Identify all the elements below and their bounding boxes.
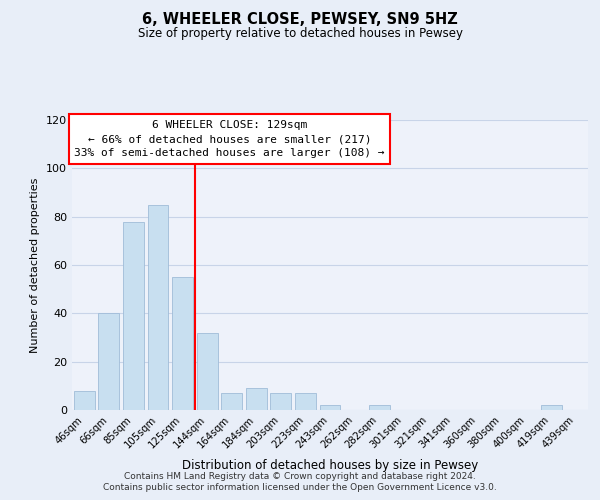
Bar — [148, 204, 169, 410]
Bar — [246, 388, 267, 410]
Bar — [172, 277, 193, 410]
Bar — [368, 405, 389, 410]
Bar — [541, 405, 562, 410]
Bar — [74, 390, 95, 410]
Bar — [98, 314, 119, 410]
Y-axis label: Number of detached properties: Number of detached properties — [31, 178, 40, 352]
X-axis label: Distribution of detached houses by size in Pewsey: Distribution of detached houses by size … — [182, 459, 478, 472]
Text: 6 WHEELER CLOSE: 129sqm
← 66% of detached houses are smaller (217)
33% of semi-d: 6 WHEELER CLOSE: 129sqm ← 66% of detache… — [74, 120, 385, 158]
Bar — [197, 332, 218, 410]
Bar — [271, 393, 292, 410]
Bar — [295, 393, 316, 410]
Text: Contains HM Land Registry data © Crown copyright and database right 2024.: Contains HM Land Registry data © Crown c… — [124, 472, 476, 481]
Text: Size of property relative to detached houses in Pewsey: Size of property relative to detached ho… — [137, 28, 463, 40]
Bar — [221, 393, 242, 410]
Text: Contains public sector information licensed under the Open Government Licence v3: Contains public sector information licen… — [103, 484, 497, 492]
Bar — [320, 405, 340, 410]
Text: 6, WHEELER CLOSE, PEWSEY, SN9 5HZ: 6, WHEELER CLOSE, PEWSEY, SN9 5HZ — [142, 12, 458, 28]
Bar — [123, 222, 144, 410]
